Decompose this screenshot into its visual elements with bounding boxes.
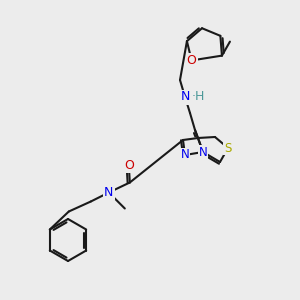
Text: N: N — [180, 91, 190, 103]
Text: O: O — [187, 54, 196, 67]
Text: S: S — [224, 142, 232, 154]
Text: N: N — [199, 146, 207, 158]
Text: O: O — [124, 159, 134, 172]
Text: N: N — [104, 186, 113, 199]
Text: N: N — [181, 148, 189, 161]
Text: ·H: ·H — [192, 91, 206, 103]
